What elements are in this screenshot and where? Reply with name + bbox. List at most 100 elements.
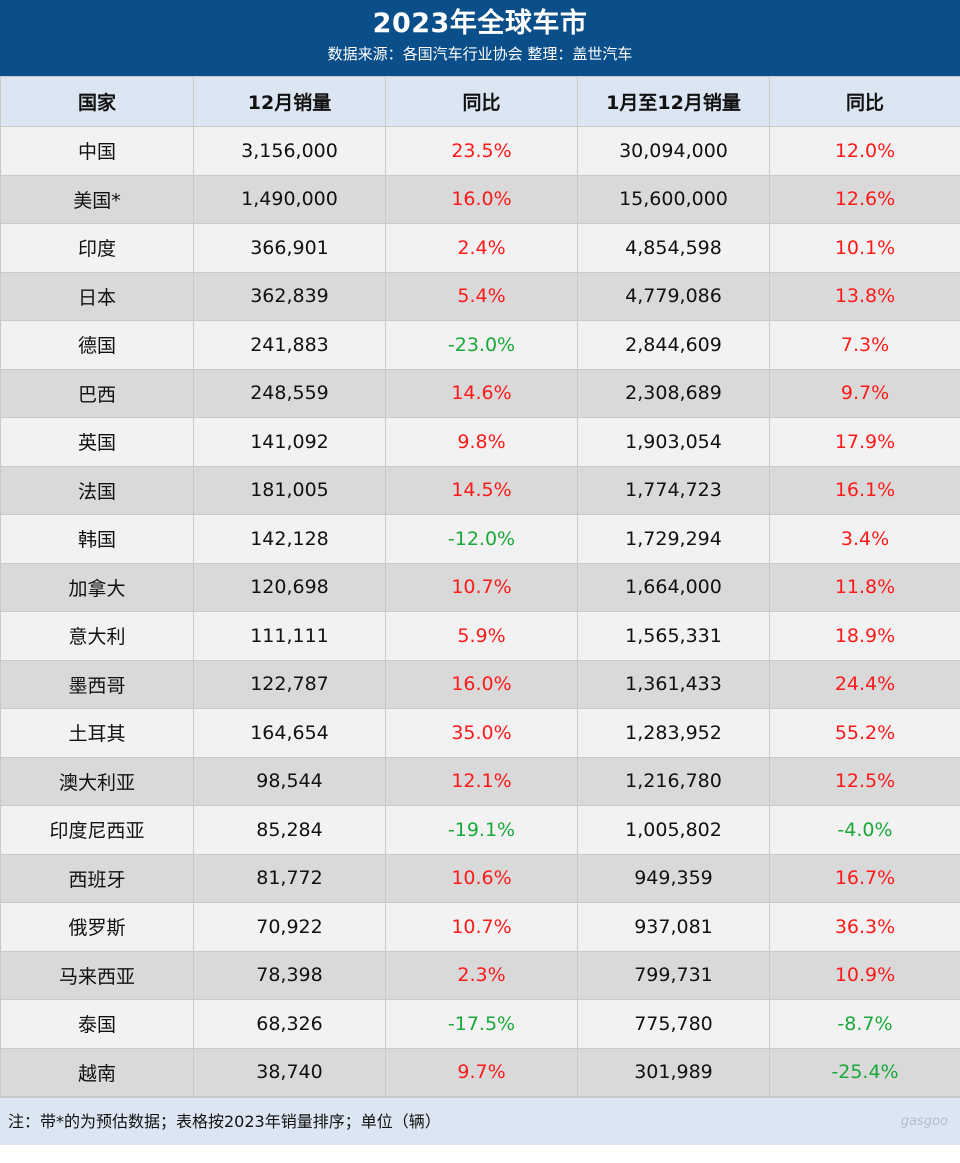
- cell-ytd-sales: 1,005,802: [577, 805, 770, 855]
- cell-ytd-sales: 949,359: [577, 853, 770, 903]
- table-row: 澳大利亚 98,544 12.1% 1,216,780 12.5%: [0, 756, 960, 806]
- col-header-dec-yoy: 同比: [385, 76, 578, 127]
- cell-dec-yoy: 12.1%: [385, 756, 578, 806]
- col-header-dec-sales: 12月销量: [193, 76, 386, 127]
- cell-ytd-yoy: 24.4%: [769, 659, 960, 709]
- cell-ytd-sales: 1,774,723: [577, 465, 770, 515]
- cell-ytd-yoy: 12.6%: [769, 174, 960, 224]
- cell-ytd-yoy: 13.8%: [769, 271, 960, 321]
- cell-dec-sales: 78,398: [193, 950, 386, 1000]
- table-row: 越南 38,740 9.7% 301,989 -25.4%: [0, 1047, 960, 1097]
- cell-ytd-sales: 30,094,000: [577, 126, 770, 176]
- cell-ytd-yoy: 3.4%: [769, 514, 960, 564]
- cell-country: 意大利: [0, 611, 194, 661]
- cell-country: 越南: [0, 1047, 194, 1097]
- cell-dec-sales: 111,111: [193, 611, 386, 661]
- cell-country: 澳大利亚: [0, 756, 194, 806]
- cell-country: 土耳其: [0, 708, 194, 758]
- cell-dec-sales: 181,005: [193, 465, 386, 515]
- cell-dec-sales: 142,128: [193, 514, 386, 564]
- cell-ytd-sales: 937,081: [577, 902, 770, 952]
- header-banner: 2023年全球车市 数据来源：各国汽车行业协会 整理：盖世汽车: [0, 0, 960, 76]
- table-row: 美国* 1,490,000 16.0% 15,600,000 12.6%: [0, 174, 960, 224]
- cell-dec-sales: 70,922: [193, 902, 386, 952]
- cell-dec-yoy: -23.0%: [385, 320, 578, 370]
- cell-country: 巴西: [0, 368, 194, 418]
- col-header-ytd-yoy: 同比: [769, 76, 960, 127]
- cell-ytd-sales: 1,565,331: [577, 611, 770, 661]
- table-row: 英国 141,092 9.8% 1,903,054 17.9%: [0, 417, 960, 467]
- cell-country: 泰国: [0, 999, 194, 1049]
- cell-country: 俄罗斯: [0, 902, 194, 952]
- cell-ytd-yoy: 7.3%: [769, 320, 960, 370]
- cell-dec-sales: 98,544: [193, 756, 386, 806]
- table-row: 墨西哥 122,787 16.0% 1,361,433 24.4%: [0, 659, 960, 709]
- cell-ytd-sales: 15,600,000: [577, 174, 770, 224]
- cell-dec-sales: 248,559: [193, 368, 386, 418]
- cell-ytd-yoy: 11.8%: [769, 562, 960, 612]
- cell-dec-yoy: 9.8%: [385, 417, 578, 467]
- cell-country: 中国: [0, 126, 194, 176]
- table-row: 中国 3,156,000 23.5% 30,094,000 12.0%: [0, 126, 960, 176]
- cell-ytd-yoy: -25.4%: [769, 1047, 960, 1097]
- table-row: 印度 366,901 2.4% 4,854,598 10.1%: [0, 223, 960, 273]
- footer-note: 注：带*的为预估数据；表格按2023年销量排序；单位（辆）: [8, 1112, 441, 1131]
- cell-ytd-yoy: 17.9%: [769, 417, 960, 467]
- col-header-ytd-sales: 1月至12月销量: [577, 76, 770, 127]
- cell-dec-yoy: 16.0%: [385, 659, 578, 709]
- cell-country: 墨西哥: [0, 659, 194, 709]
- cell-ytd-sales: 2,308,689: [577, 368, 770, 418]
- cell-dec-sales: 241,883: [193, 320, 386, 370]
- cell-ytd-sales: 1,664,000: [577, 562, 770, 612]
- cell-dec-sales: 366,901: [193, 223, 386, 273]
- cell-country: 韩国: [0, 514, 194, 564]
- table-row: 泰国 68,326 -17.5% 775,780 -8.7%: [0, 999, 960, 1049]
- cell-ytd-sales: 1,361,433: [577, 659, 770, 709]
- cell-country: 德国: [0, 320, 194, 370]
- cell-ytd-sales: 4,779,086: [577, 271, 770, 321]
- cell-country: 印度尼西亚: [0, 805, 194, 855]
- table-header-row: 国家 12月销量 同比 1月至12月销量 同比: [0, 76, 960, 127]
- table-row: 印度尼西亚 85,284 -19.1% 1,005,802 -4.0%: [0, 805, 960, 855]
- cell-dec-yoy: 16.0%: [385, 174, 578, 224]
- cell-dec-sales: 3,156,000: [193, 126, 386, 176]
- table-row: 意大利 111,111 5.9% 1,565,331 18.9%: [0, 611, 960, 661]
- cell-country: 日本: [0, 271, 194, 321]
- table-row: 土耳其 164,654 35.0% 1,283,952 55.2%: [0, 708, 960, 758]
- cell-dec-yoy: 9.7%: [385, 1047, 578, 1097]
- cell-ytd-sales: 799,731: [577, 950, 770, 1000]
- cell-dec-yoy: 14.5%: [385, 465, 578, 515]
- cell-country: 法国: [0, 465, 194, 515]
- cell-ytd-yoy: 10.9%: [769, 950, 960, 1000]
- cell-country: 马来西亚: [0, 950, 194, 1000]
- cell-ytd-sales: 1,283,952: [577, 708, 770, 758]
- page-title: 2023年全球车市: [372, 8, 588, 39]
- table-body: 中国 3,156,000 23.5% 30,094,000 12.0% 美国* 1,490,…: [0, 126, 960, 1097]
- cell-dec-yoy: 2.3%: [385, 950, 578, 1000]
- cell-dec-sales: 362,839: [193, 271, 386, 321]
- table-row: 德国 241,883 -23.0% 2,844,609 7.3%: [0, 320, 960, 370]
- table-row: 俄罗斯 70,922 10.7% 937,081 36.3%: [0, 902, 960, 952]
- cell-country: 加拿大: [0, 562, 194, 612]
- cell-ytd-yoy: 10.1%: [769, 223, 960, 273]
- cell-ytd-sales: 1,729,294: [577, 514, 770, 564]
- cell-country: 英国: [0, 417, 194, 467]
- cell-dec-yoy: -19.1%: [385, 805, 578, 855]
- cell-ytd-yoy: -4.0%: [769, 805, 960, 855]
- cell-country: 西班牙: [0, 853, 194, 903]
- cell-dec-yoy: 10.7%: [385, 562, 578, 612]
- cell-ytd-sales: 775,780: [577, 999, 770, 1049]
- cell-ytd-yoy: 16.1%: [769, 465, 960, 515]
- cell-country: 印度: [0, 223, 194, 273]
- cell-dec-yoy: 14.6%: [385, 368, 578, 418]
- watermark-logo: gasgoo: [900, 1114, 948, 1129]
- cell-dec-sales: 120,698: [193, 562, 386, 612]
- cell-ytd-sales: 301,989: [577, 1047, 770, 1097]
- cell-dec-yoy: 10.6%: [385, 853, 578, 903]
- sales-table: 国家 12月销量 同比 1月至12月销量 同比 中国 3,156,000 23.5%…: [0, 76, 960, 1097]
- cell-dec-yoy: 5.4%: [385, 271, 578, 321]
- cell-dec-sales: 164,654: [193, 708, 386, 758]
- table-row: 日本 362,839 5.4% 4,779,086 13.8%: [0, 271, 960, 321]
- cell-dec-sales: 68,326: [193, 999, 386, 1049]
